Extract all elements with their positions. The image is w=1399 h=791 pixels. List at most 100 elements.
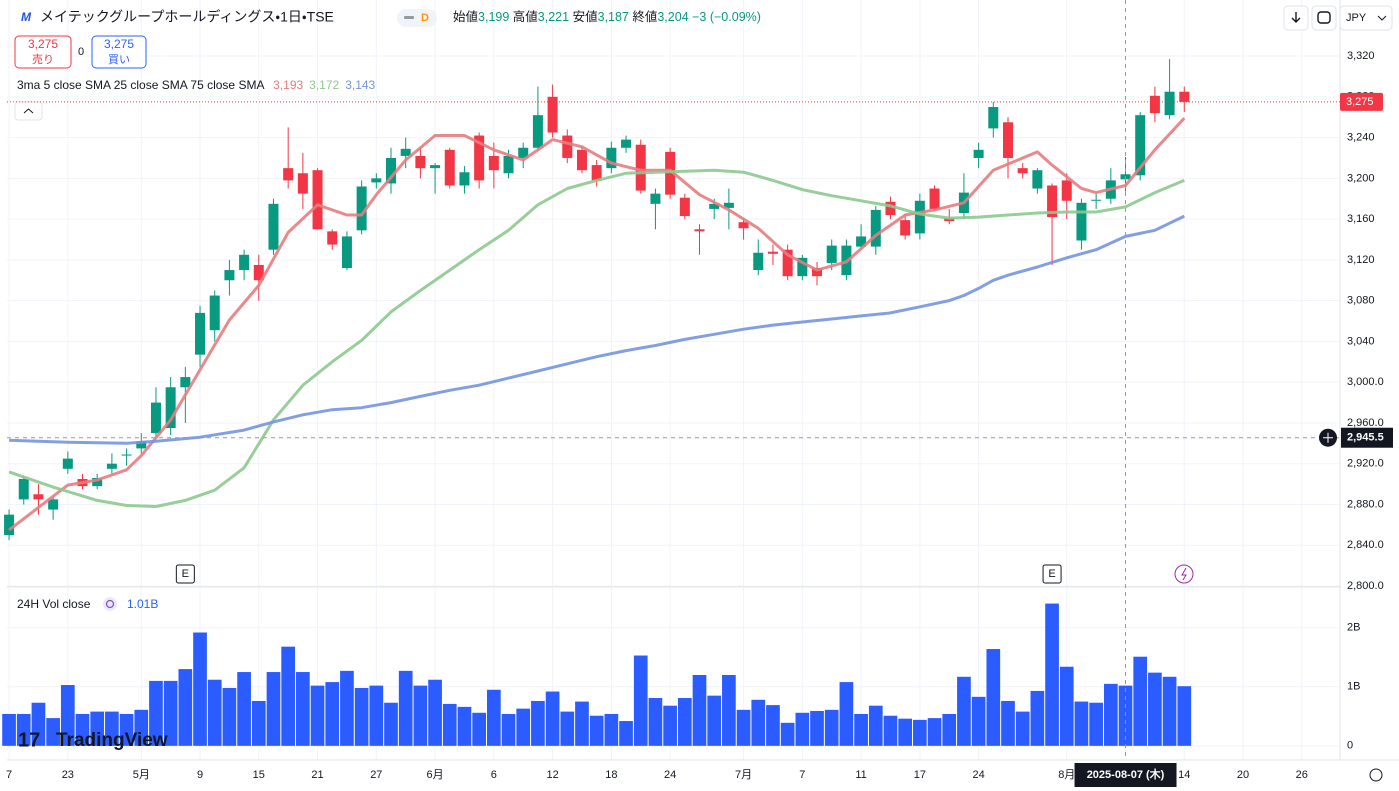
volume-bar (1045, 603, 1059, 746)
volume-bar (90, 711, 105, 746)
volume-bar (824, 709, 839, 746)
volume-bar (780, 722, 795, 746)
volume-bar (1015, 711, 1030, 746)
volume-bar (633, 655, 648, 746)
candle-body (1032, 170, 1043, 189)
candle-body (474, 135, 485, 181)
volume-bar (251, 700, 266, 746)
ohlc-value: 3,204 (657, 10, 688, 24)
news-icon[interactable] (1174, 564, 1194, 584)
candle-body (1002, 122, 1013, 158)
event-label: E (1048, 568, 1055, 580)
candle-body (297, 173, 308, 194)
volume-bar (296, 672, 310, 746)
y-tick-label: 2,880.0 (1347, 498, 1384, 510)
volume-bar (766, 705, 780, 746)
candle-body (856, 236, 867, 247)
volume-bar (2, 713, 16, 746)
collapse-button[interactable] (14, 101, 43, 121)
candle-body (283, 168, 294, 181)
volume-bar (501, 713, 516, 746)
volume-bar (854, 713, 868, 746)
candle-body (327, 231, 338, 245)
change: −3 (−0.09%) (692, 10, 761, 24)
y-tick-label: 3,000.0 (1347, 376, 1384, 388)
volume-bar (1148, 672, 1162, 746)
volume-bar (119, 713, 134, 746)
volume-bar (868, 705, 883, 746)
candle-body (826, 245, 837, 263)
x-tick-label: 6月 (427, 769, 444, 781)
candle-body (195, 312, 206, 355)
candle-body (503, 155, 514, 174)
candle-body (1149, 95, 1160, 114)
buy-label: 買い (108, 53, 130, 66)
ohlc-label: 安値 (573, 9, 598, 24)
y2-tick-label: 1B (1347, 681, 1360, 693)
x-tick-label: 7 (799, 769, 805, 781)
volume-bar (207, 679, 222, 746)
candle-body (18, 478, 29, 500)
volume-bar (1177, 686, 1192, 746)
x-tick-label: 21 (311, 769, 323, 781)
event-marker (175, 564, 195, 584)
candle-body (606, 147, 617, 169)
volume-bar (46, 718, 60, 746)
sma-line (8, 168, 1185, 508)
x-tick-label: 24 (664, 769, 676, 781)
candle-body (48, 499, 59, 510)
volume-bar (486, 689, 501, 746)
x-tick-label: 5月 (133, 769, 150, 781)
x-tick-label: 15 (253, 769, 265, 781)
candle-body (415, 155, 426, 169)
settings-icon[interactable] (1369, 768, 1383, 782)
volume-bar (751, 699, 766, 746)
y-tick-label: 3,320 (1347, 50, 1375, 62)
sma-line (8, 117, 1186, 532)
candle-body (106, 463, 117, 469)
y-tick-label: 3,240 (1347, 131, 1375, 143)
candle-body (488, 155, 499, 171)
buy-button[interactable] (91, 35, 147, 69)
volume-bar (545, 691, 560, 746)
volume-bar (266, 672, 281, 746)
candle-body (973, 149, 984, 158)
candle-body (136, 441, 147, 449)
volume-bar (340, 670, 354, 746)
currency: JPY (1346, 12, 1367, 24)
sell-button[interactable] (14, 35, 72, 69)
candle-body (900, 220, 911, 236)
candle-body (209, 295, 220, 331)
volume-bar (1030, 690, 1045, 746)
x-tick-label: 27 (370, 769, 382, 781)
volume-bar (1059, 666, 1074, 746)
x-tick-label: 8月 (1058, 769, 1075, 781)
reset-button[interactable] (1311, 5, 1337, 31)
candle-body (812, 268, 823, 277)
ohlc-label: 終値 (632, 9, 657, 24)
ohlc-value: 3,187 (598, 10, 629, 24)
candle-body (635, 144, 646, 191)
volume-bar (384, 702, 398, 746)
volume-bar (75, 713, 90, 746)
mark-layer (2, 59, 1192, 746)
volume-bar (1133, 656, 1148, 746)
symbol-title[interactable]: メイテックグループホールディングス・1日・TSE (40, 9, 334, 25)
y2-tick-label: 0 (1347, 740, 1353, 752)
y-tick-label: 3,120 (1347, 254, 1375, 266)
x-tick-label: 18 (605, 769, 617, 781)
currency-button[interactable] (1339, 5, 1393, 31)
ohlc-label: 始値 (453, 9, 478, 24)
last-price-box (1340, 92, 1383, 111)
volume-bar (795, 712, 810, 746)
candle-body (914, 200, 925, 234)
volume-title[interactable]: 24H Vol close (17, 597, 91, 611)
interval-pill[interactable] (397, 9, 437, 27)
volume-refresh-bg[interactable] (103, 597, 117, 611)
candle-body (753, 252, 764, 271)
volume-bar (325, 682, 340, 746)
ohlc-value: 3,199 (478, 10, 509, 24)
indicator-legend[interactable]: 3ma 5 close SMA 25 close SMA 75 close SM… (17, 78, 376, 92)
x-tick-label: 17 (914, 769, 926, 781)
download-icon (1291, 12, 1301, 23)
